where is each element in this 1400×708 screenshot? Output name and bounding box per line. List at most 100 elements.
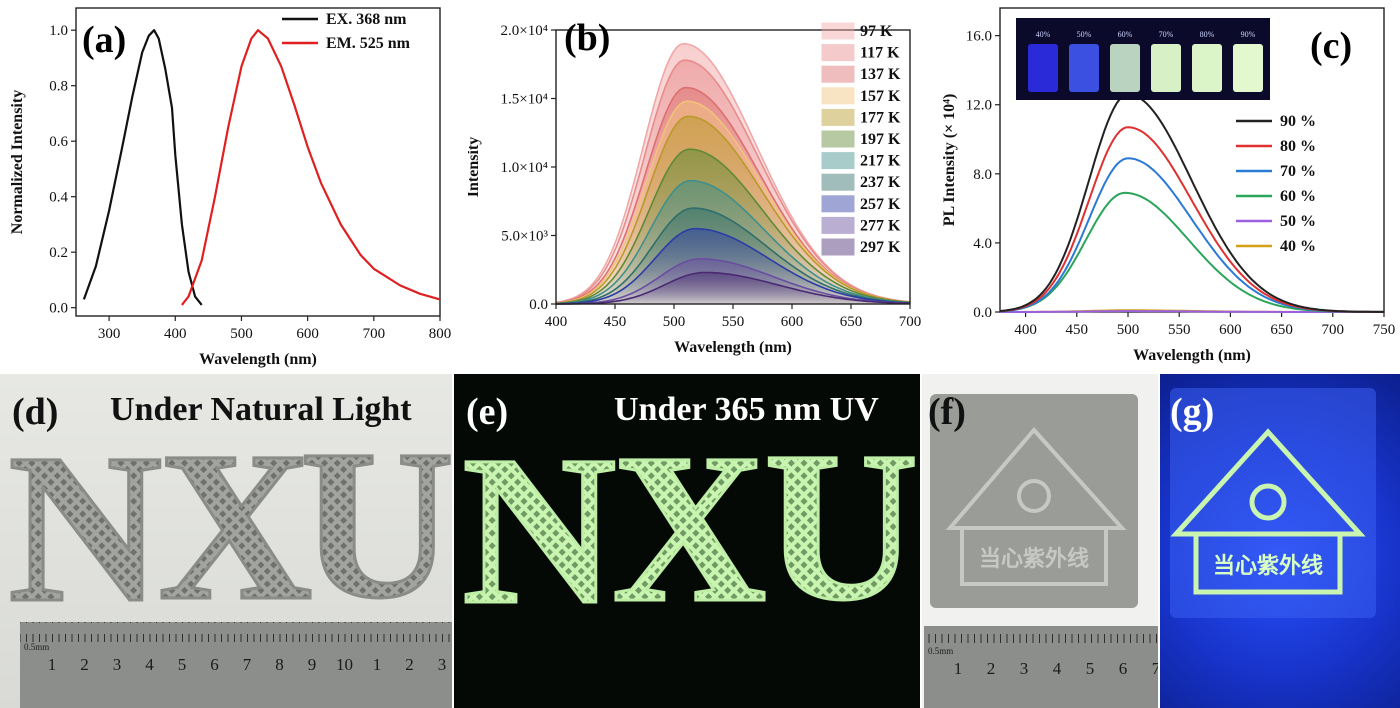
x-tick-label: 700: [363, 326, 386, 342]
y-tick-label: 0.6: [49, 134, 68, 150]
ruler-number: 4: [1053, 659, 1062, 678]
x-tick-label: 300: [98, 326, 121, 342]
ruler-numbers: 1 2 3 4 5 6 7 8 9 10 1 2 3: [48, 655, 447, 674]
y-tick-label: 8.0: [973, 167, 992, 183]
printed-plate: [930, 394, 1138, 608]
y-tick-label: 0.0: [49, 301, 68, 317]
legend-swatch: [821, 44, 855, 62]
plot-lines: [82, 29, 441, 306]
ruler-ticks: [20, 622, 452, 642]
uv-plate: [1170, 388, 1376, 618]
series-line-8: [556, 227, 911, 305]
legend-swatch: [821, 152, 855, 170]
series-line-9: [556, 257, 911, 305]
y-tick-label: 1.0: [49, 23, 68, 39]
ruler-ticks: [924, 626, 1158, 646]
series-line-0: [82, 29, 203, 306]
legend-label: 277 K: [860, 217, 901, 234]
photo-d: N X U 0.5mm 1 2 3 4 5 6 7 8 9 10 1 2 3 (d) Under Nat…: [0, 374, 452, 708]
legend-swatch: [821, 87, 855, 105]
x-tick-label: 400: [545, 314, 568, 330]
panel-label: (d): [12, 391, 58, 433]
legend-label: 297 K: [860, 239, 901, 256]
inset-background: [1016, 18, 1270, 100]
ruler-number: 6: [1119, 659, 1128, 678]
x-axis-label: Wavelength (nm): [199, 351, 317, 368]
y-tick-label: 0.2: [49, 245, 68, 261]
y-axis-label: Intensity: [468, 137, 482, 197]
plot-areas: [555, 42, 911, 305]
inset-vial-label: 70%: [1159, 30, 1174, 39]
ruler-number: 3: [113, 655, 122, 674]
y-tick-label: 2.0×10⁴: [501, 23, 548, 39]
legend-swatch: [821, 108, 855, 126]
ruler-number: 5: [178, 655, 187, 674]
y-tick-label: 1.0×10⁴: [501, 160, 548, 176]
legend-swatch: [821, 173, 855, 191]
photo-f: 当心紫外线 0.5mm 1 2 3 4 5 6 7 (f): [922, 374, 1158, 708]
glowing-letter-u: U: [764, 408, 919, 645]
inset-vial-label: 50%: [1077, 30, 1092, 39]
legend-swatch: [821, 130, 855, 148]
photo-e-scene: N X U (e) Under 365 nm UV: [461, 391, 921, 651]
printed-letter-x: X: [158, 408, 313, 645]
ruler-number: 1: [48, 655, 57, 674]
photo-f-scene: 当心紫外线 0.5mm 1 2 3 4 5 6 7 (f): [924, 391, 1158, 708]
x-tick-label: 500: [1117, 322, 1140, 338]
legend-swatch: [821, 22, 855, 40]
legend-label: 40 %: [1280, 238, 1316, 255]
inset-vial: [1151, 44, 1181, 92]
chart-c: 400 450 500 550 600 650 700 750 0.0 4.0 8.0 12.0 16.…: [941, 7, 1395, 364]
x-tick-label: 650: [840, 314, 863, 330]
ruler-unit: 0.5mm: [928, 646, 953, 656]
axes: 300 400 500 600 700 800 0.0 0.2 0.4 0.6 0.8 1.0 Wave…: [9, 7, 451, 368]
legend-label: 137 K: [860, 66, 901, 83]
x-tick-label: 700: [1322, 322, 1345, 338]
legend: 90 % 80 % 70 % 60 % 50 % 40 %: [1236, 113, 1316, 255]
glowing-letter-x: X: [612, 410, 767, 647]
ruler-number: 2: [80, 655, 89, 674]
series-line-3: [999, 191, 1384, 313]
ruler-number: 3: [438, 655, 447, 674]
x-tick-label: 500: [230, 326, 253, 342]
inset-vial-label: 80%: [1200, 30, 1215, 39]
series-line-4: [1000, 310, 1384, 313]
photo-caption: Under Natural Light: [110, 391, 412, 428]
inset-vial: [1192, 44, 1222, 92]
panel-label: (g): [1170, 391, 1214, 433]
legend-label: 50 %: [1280, 213, 1316, 230]
legend-swatch: [821, 216, 855, 234]
axes: 400 450 500 550 600 650 700 0.0 5.0×10³ 1.0×10⁴ 1.…: [468, 23, 921, 356]
axes: 400 450 500 550 600 650 700 750 0.0 4.0 8.0 12.0 16.…: [941, 7, 1395, 364]
x-tick-label: 450: [1066, 322, 1089, 338]
y-tick-label: 5.0×10³: [501, 229, 548, 245]
legend-label: 70 %: [1280, 163, 1316, 180]
legend-label: EM. 525 nm: [326, 35, 411, 52]
x-tick-label: 600: [781, 314, 804, 330]
legend-label: 157 K: [860, 88, 901, 105]
ruler-numbers: 1 2 3 4 5 6 7: [954, 659, 1158, 678]
chart-b: 400 450 500 550 600 650 700 0.0 5.0×10³ 1.0×10⁴ 1.…: [468, 17, 921, 356]
ruler-number: 5: [1086, 659, 1095, 678]
x-tick-label: 450: [604, 314, 627, 330]
series-line-1: [181, 29, 441, 306]
panel-label: (e): [466, 391, 508, 433]
ruler-number: 7: [243, 655, 252, 674]
series-line-6: [555, 179, 911, 305]
x-tick-label: 600: [296, 326, 319, 342]
x-tick-label: 550: [722, 314, 745, 330]
ruler-number: 1: [954, 659, 963, 678]
inset-vial-label: 40%: [1036, 30, 1051, 39]
legend: 97 K 117 K 137 K 157 K 177 K 197 K 217 K 237 K 2…: [821, 22, 901, 256]
x-axis-label: Wavelength (nm): [1133, 347, 1251, 364]
inset-vial: [1069, 44, 1099, 92]
legend-swatch: [821, 195, 855, 213]
sign-box: [960, 526, 1108, 586]
legend-swatch: [821, 238, 855, 256]
series-line-10: [556, 271, 911, 305]
photo-caption: Under 365 nm UV: [614, 391, 879, 428]
inset-vial: [1028, 44, 1058, 92]
y-tick-label: 4.0: [973, 236, 992, 252]
y-tick-label: 1.5×10⁴: [501, 92, 548, 108]
panel-label: (c): [1310, 25, 1352, 67]
